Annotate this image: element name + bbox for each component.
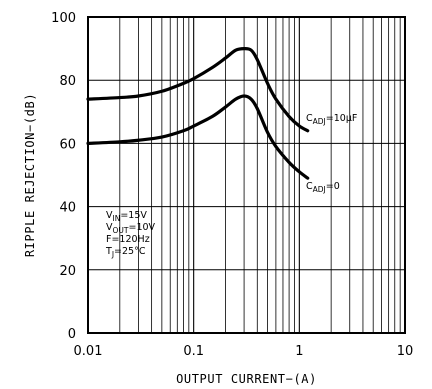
y-tick-label: 40 [59, 201, 76, 216]
plot-frame [87, 16, 406, 334]
curve-layer [86, 46, 310, 180]
condition-2-main: F=120Hz [106, 234, 150, 245]
series-label-0-main: C [306, 113, 313, 124]
condition-0-sub: IN [113, 214, 121, 223]
y-tick-label: 20 [59, 264, 76, 279]
grid-layer [88, 17, 405, 333]
frame-layer [87, 16, 406, 334]
series-line-1 [86, 94, 310, 180]
condition-3: TJ=25°C [105, 246, 146, 259]
condition-2: F=120Hz [106, 234, 150, 245]
series-label-1-main: C [306, 181, 313, 192]
y-tick-label: 0 [68, 327, 76, 342]
series-label-1-sub: ADJ [313, 185, 326, 194]
series-label-0-tail: =10µF [326, 113, 358, 124]
condition-1-tail: =10V [128, 222, 155, 233]
y-tick-label: 100 [51, 11, 76, 26]
series-label-1-tail: =0 [326, 181, 340, 192]
series-label-0: CADJ=10µF [306, 113, 357, 126]
condition-1: VOUT=10V [106, 222, 156, 235]
label-layer: OUTPUT CURRENT−(A) RIPPLE REJECTION−(dB) C… [23, 93, 357, 386]
series-line-0 [86, 46, 310, 133]
y-tick-label: 80 [59, 74, 76, 89]
condition-1-main: V [106, 222, 113, 233]
y-tick-label: 60 [59, 137, 76, 152]
x-tick-label: 1 [295, 344, 303, 359]
condition-3-tail: =25°C [114, 246, 146, 257]
condition-0-main: V [106, 210, 113, 221]
x-tick-label: 10 [397, 344, 414, 359]
condition-3-main: T [105, 246, 112, 257]
x-axis-title: OUTPUT CURRENT−(A) [176, 372, 317, 386]
series-label-0-sub: ADJ [313, 117, 326, 126]
condition-3-sub: J [111, 250, 114, 259]
condition-0-tail: =15V [120, 210, 147, 221]
x-tick-label: 0.1 [183, 344, 204, 359]
condition-1-sub: OUT [113, 226, 129, 235]
x-tick-label: 0.01 [74, 344, 103, 359]
series-label-1: CADJ=0 [306, 181, 340, 194]
condition-0: VIN=15V [106, 210, 147, 223]
tick-layer: 0 20 40 60 80 100 0.01 0.1 1 10 [51, 11, 413, 359]
y-axis-title: RIPPLE REJECTION−(dB) [23, 93, 37, 257]
